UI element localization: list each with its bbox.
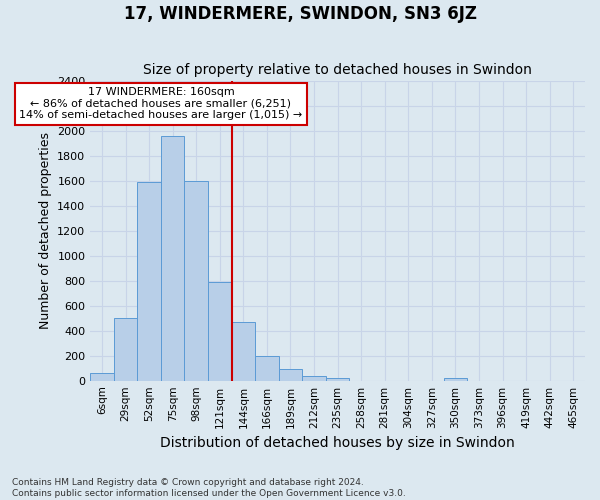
Bar [278, 370, 302, 380]
Text: 17 WINDERMERE: 160sqm
← 86% of detached houses are smaller (6,251)
14% of semi-d: 17 WINDERMERE: 160sqm ← 86% of detached … [19, 87, 302, 120]
Bar [137, 182, 161, 380]
Bar [208, 282, 232, 380]
Bar [443, 378, 467, 380]
Text: Contains HM Land Registry data © Crown copyright and database right 2024.
Contai: Contains HM Land Registry data © Crown c… [12, 478, 406, 498]
Bar [114, 318, 137, 380]
Bar [184, 181, 208, 380]
Bar [302, 376, 326, 380]
Bar [232, 322, 255, 380]
Bar [326, 378, 349, 380]
Bar [161, 136, 184, 380]
Y-axis label: Number of detached properties: Number of detached properties [38, 132, 52, 330]
Text: 17, WINDERMERE, SWINDON, SN3 6JZ: 17, WINDERMERE, SWINDON, SN3 6JZ [124, 5, 476, 23]
X-axis label: Distribution of detached houses by size in Swindon: Distribution of detached houses by size … [160, 436, 515, 450]
Bar [255, 356, 278, 380]
Bar [90, 373, 114, 380]
Title: Size of property relative to detached houses in Swindon: Size of property relative to detached ho… [143, 63, 532, 77]
